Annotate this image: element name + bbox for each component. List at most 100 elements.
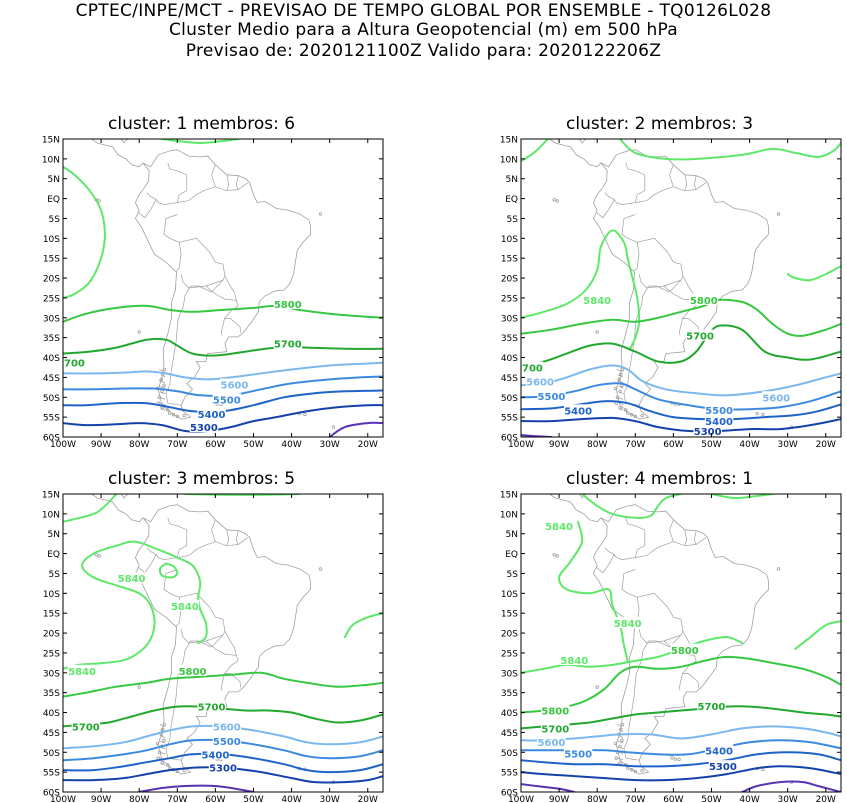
- lon-label: 40W: [281, 795, 301, 803]
- country-border: [637, 238, 683, 288]
- lon-label: 100W: [508, 440, 534, 450]
- contour-label: 5800: [541, 707, 569, 718]
- contour-line: [63, 494, 116, 522]
- island: [163, 739, 166, 742]
- lat-label: 40S: [43, 709, 60, 719]
- contour-label: 5800: [690, 296, 718, 307]
- geopotential-contours: [521, 139, 841, 437]
- lat-label: 55S: [501, 769, 518, 779]
- lat-label: 10S: [501, 590, 518, 600]
- country-border: [179, 238, 225, 288]
- lat-label: 45S: [501, 374, 518, 384]
- lon-label: 90W: [91, 440, 111, 450]
- lat-label: 15S: [501, 255, 518, 265]
- map-frame: [521, 494, 841, 792]
- country-border: [680, 674, 683, 691]
- island: [556, 200, 559, 203]
- island: [138, 331, 141, 334]
- country-border: [227, 530, 229, 546]
- island: [319, 568, 322, 571]
- contour-label: 5840: [560, 656, 588, 667]
- island: [556, 555, 559, 558]
- country-border: [605, 163, 645, 205]
- country-border: [670, 165, 674, 187]
- country-border: [685, 175, 687, 191]
- island: [777, 568, 780, 571]
- lat-label: 35S: [501, 689, 518, 699]
- lat-label: 20S: [501, 630, 518, 640]
- fjord: [617, 747, 623, 749]
- contour-line: [521, 418, 841, 432]
- lon-label: 40W: [739, 440, 759, 450]
- island: [641, 769, 644, 772]
- contour-label: 5600: [221, 381, 249, 392]
- lon-label: 30W: [319, 440, 339, 450]
- lat-label: EQ: [47, 195, 60, 205]
- contour-label: 5600: [213, 722, 241, 733]
- lat-label: EQ: [505, 550, 518, 560]
- island: [762, 413, 765, 416]
- lat-label: 15S: [501, 610, 518, 620]
- lat-label: 45S: [501, 729, 518, 739]
- lat-label: 5S: [49, 570, 61, 580]
- lat-label: 50S: [43, 394, 60, 404]
- lat-label: 10N: [500, 510, 518, 520]
- contour-line: [795, 621, 841, 649]
- country-border: [225, 300, 241, 332]
- lat-label: 5N: [506, 175, 518, 185]
- contour-label: 5700: [198, 703, 226, 714]
- country-border: [635, 183, 706, 203]
- contour-line: [63, 363, 383, 380]
- header-dates: Previsao de: 2020121100Z Valido para: 20…: [0, 41, 847, 61]
- lon-label: 100W: [50, 795, 76, 803]
- lon-label: 80W: [129, 795, 149, 803]
- lat-label: 45S: [43, 374, 60, 384]
- header-title: CPTEC/INPE/MCT - PREVISAO DE TEMPO GLOBA…: [0, 1, 847, 21]
- map-panel-cluster-3: cluster: 3 membros: 5 5840 5840 5840 5800 57…: [0, 465, 420, 803]
- lat-label: 10N: [500, 155, 518, 165]
- contour-label: 5700: [698, 702, 726, 713]
- contour-label: 5840: [614, 619, 642, 630]
- lat-label: 5S: [507, 570, 519, 580]
- island: [319, 213, 322, 216]
- lat-label: 35S: [43, 334, 60, 344]
- contour-line: [521, 300, 841, 336]
- contour-line: [712, 494, 773, 498]
- map-canvas: 58405840584058005800 5700570056005500 5400…: [458, 465, 847, 803]
- country-border: [637, 593, 683, 643]
- lat-label: 50S: [501, 394, 518, 404]
- lat-label: 15N: [500, 136, 518, 146]
- lat-label: 55S: [43, 769, 60, 779]
- contour-line: [521, 784, 574, 792]
- contour-label: 5840: [171, 602, 199, 613]
- lat-label: 55S: [43, 414, 60, 424]
- map-canvas: 584058405840 580057005700 5600550054005300…: [0, 465, 420, 803]
- contour-line: [63, 673, 383, 697]
- island: [777, 213, 780, 216]
- contour-line: [63, 306, 383, 322]
- lat-label: 25S: [43, 649, 60, 659]
- country-border: [635, 538, 706, 558]
- lon-label: 80W: [129, 440, 149, 450]
- contour-line: [63, 167, 105, 298]
- island: [183, 769, 186, 772]
- lat-label: 50S: [501, 749, 518, 759]
- island: [614, 387, 617, 390]
- map-panel-cluster-1: cluster: 1 membros: 6 5800 5700 700 5600 550…: [0, 110, 420, 450]
- lat-label: 25S: [43, 294, 60, 304]
- contour-label: 5500: [538, 392, 566, 403]
- island: [621, 739, 624, 742]
- lon-label: 40W: [281, 440, 301, 450]
- lat-label: 15N: [42, 491, 60, 501]
- island: [641, 414, 644, 417]
- contour-label: 5800: [179, 667, 207, 678]
- contour-line: [330, 423, 383, 437]
- island: [678, 758, 681, 761]
- country-border: [596, 199, 614, 217]
- lon-label: 20W: [816, 440, 836, 450]
- lat-label: 40S: [43, 354, 60, 364]
- contour-label: 5300: [190, 423, 218, 434]
- lon-label: 20W: [816, 795, 836, 803]
- contour-label: 5600: [538, 738, 566, 749]
- contour-line: [345, 613, 383, 637]
